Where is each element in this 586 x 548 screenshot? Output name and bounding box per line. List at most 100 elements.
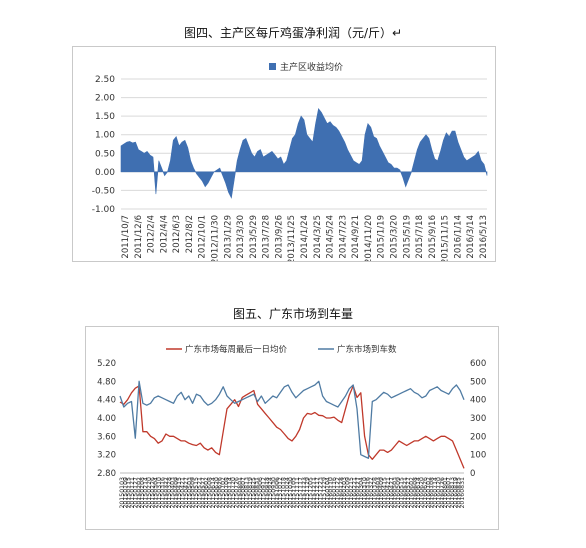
x-tick-label: 20151030: [287, 477, 294, 509]
x-tick-label: 20150614: [210, 477, 217, 509]
x-tick-label: 20160322: [368, 477, 375, 509]
x-tick-label: 20160427: [388, 477, 395, 509]
x-tick-label: 20150801: [237, 477, 244, 509]
x-tick-label: 20160503: [392, 477, 399, 509]
y-tick-label: -0.50: [92, 186, 116, 196]
x-tick-label: 20151006: [274, 477, 281, 509]
x-tick-label: 20160825: [456, 477, 463, 509]
x-tick-label: 2014/11/20: [364, 215, 374, 261]
x-tick-label: 2013/1/29: [223, 215, 233, 259]
legend: 广东市场每周最后一日均价 广东市场到车数: [166, 344, 397, 355]
x-tick-label: 20160714: [432, 477, 439, 509]
x-tick-label: 2016/1/14: [453, 215, 463, 259]
x-tick-label: 20150521: [196, 477, 203, 509]
guangdong-chart-frame: 广东市场每周最后一日均价 广东市场到车数 5.20 4.80 4.40 4.00 3.60 3…: [85, 326, 499, 530]
y-left-tick-label: 3.60: [97, 432, 116, 442]
x-tick-label: 2012/4/4: [159, 215, 169, 253]
x-tick-label: 20150214: [143, 477, 150, 509]
y-tick-label: 2.00: [95, 94, 115, 104]
x-tick-label: 20150515: [193, 477, 200, 509]
x-tick-label: 2015/3/20: [390, 215, 400, 259]
x-tick-label: 20150503: [186, 477, 193, 509]
x-tick-label: 20150831: [254, 477, 261, 509]
x-tick-label: 2013/5/29: [249, 215, 259, 259]
x-tick-label: 20150912: [260, 477, 267, 509]
x-tick-label: 20160110: [328, 477, 335, 509]
x-tick-label: 20150328: [166, 477, 173, 509]
x-tick-label: 20150702: [220, 477, 227, 509]
y-tick-label: 0.50: [95, 149, 115, 159]
x-tick-label: 2015/7/18: [415, 215, 425, 259]
x-tick-label: 20160509: [395, 477, 402, 509]
figure1-caption: 图四、主产区每斤鸡蛋净利润（元/斤）↵: [183, 26, 403, 40]
y-right-tick-label: 300: [470, 414, 486, 424]
x-tick-label: 20160527: [405, 477, 412, 509]
x-tick-label: 20160726: [439, 477, 446, 509]
x-tick-label: 20150620: [213, 477, 220, 509]
x-tick-label: 20160104: [324, 477, 331, 509]
x-tick-label: 2012/2/4: [147, 215, 157, 253]
series-line-trucks: [119, 380, 465, 459]
x-tick-label: 20160521: [402, 477, 409, 509]
x-tick-label: 20150819: [247, 477, 254, 509]
x-tick-label: 20151123: [301, 477, 308, 509]
y-tick-label: 1.00: [95, 131, 115, 141]
x-tick-label: 20150322: [163, 477, 170, 509]
x-tick-label: 2011/10/7: [121, 215, 131, 259]
x-tick-label: 20150608: [207, 477, 214, 509]
x-tick-label: 20150403: [170, 477, 177, 509]
y-tick-label: 2.50: [95, 75, 115, 85]
x-tick-label: 20151205: [308, 477, 315, 509]
x-tick-label: 2012/8/2: [185, 215, 195, 253]
x-tick-label: 20160801: [442, 477, 449, 509]
x-tick-label: 2013/7/28: [262, 215, 272, 259]
x-tick-label: 2013/9/26: [274, 215, 284, 259]
x-tick-label: 20150226: [149, 477, 156, 509]
x-tick-label: 20160813: [449, 477, 456, 509]
x-tick-label: 20150708: [223, 477, 230, 509]
y-right-tick-label: 200: [470, 432, 486, 442]
x-tick-label: 20150409: [173, 477, 180, 509]
x-tick-label: 20151012: [277, 477, 284, 509]
x-tick-label: 20160203: [341, 477, 348, 509]
x-tick-label: 20150208: [139, 477, 146, 509]
x-tick-label: 20150202: [136, 477, 143, 509]
x-tick-label: 2015/5/19: [402, 215, 412, 259]
series-area: [120, 107, 488, 199]
x-tick-label: 20160316: [365, 477, 372, 509]
x-tick-label: 2015/1/19: [377, 215, 387, 259]
profit-chart-frame: 主产区收益均价 2.50 2.00 1.50 1.00 0.50 0.00 -0.50 -1.0…: [72, 46, 496, 264]
x-tick-label: 2014/1/24: [300, 215, 310, 259]
x-tick-label: 20150807: [240, 477, 247, 509]
x-tick-label: 20151217: [314, 477, 321, 509]
x-tick-label: 20160515: [398, 477, 405, 509]
y-right-tick-label: 500: [470, 377, 486, 387]
x-tick-label: 2014/3/25: [313, 215, 323, 259]
x-tick-label: 20160328: [372, 477, 379, 509]
x-tick-label: 20160221: [351, 477, 358, 509]
x-tick-label: 20151024: [284, 477, 291, 509]
x-tick-label: 2013/3/30: [236, 215, 246, 259]
x-tick-label: 20160602: [409, 477, 416, 509]
legend-label: 主产区收益均价: [280, 61, 343, 73]
x-tick-label: 20160819: [452, 477, 459, 509]
x-tick-label: 20150316: [159, 477, 166, 509]
y-left-tick-label: 4.80: [97, 377, 116, 387]
x-tick-label: 20150115: [126, 477, 133, 509]
x-tick-label: 2012/6/3: [172, 215, 182, 253]
x-tick-label: 20160626: [422, 477, 429, 509]
series-line-price: [119, 385, 465, 469]
x-tick-label: 20150427: [183, 477, 190, 509]
y-right-tick-label: 600: [470, 359, 486, 369]
y-left-tick-label: 3.20: [97, 451, 116, 461]
x-tick-label: 20151117: [297, 477, 304, 509]
x-tick-label: 2016/5/13: [479, 215, 489, 259]
x-tick-label: 20160304: [358, 477, 365, 509]
x-tick-label: 2014/5/24: [326, 215, 336, 259]
x-tick-label: 20160720: [435, 477, 442, 509]
y-left-tick-label: 4.00: [97, 414, 116, 424]
y-right-tick-label: 100: [470, 451, 486, 461]
x-tick-label: 20160620: [419, 477, 426, 509]
x-tick-label: 20150304: [153, 477, 160, 509]
x-tick-label: 20160310: [361, 477, 368, 509]
